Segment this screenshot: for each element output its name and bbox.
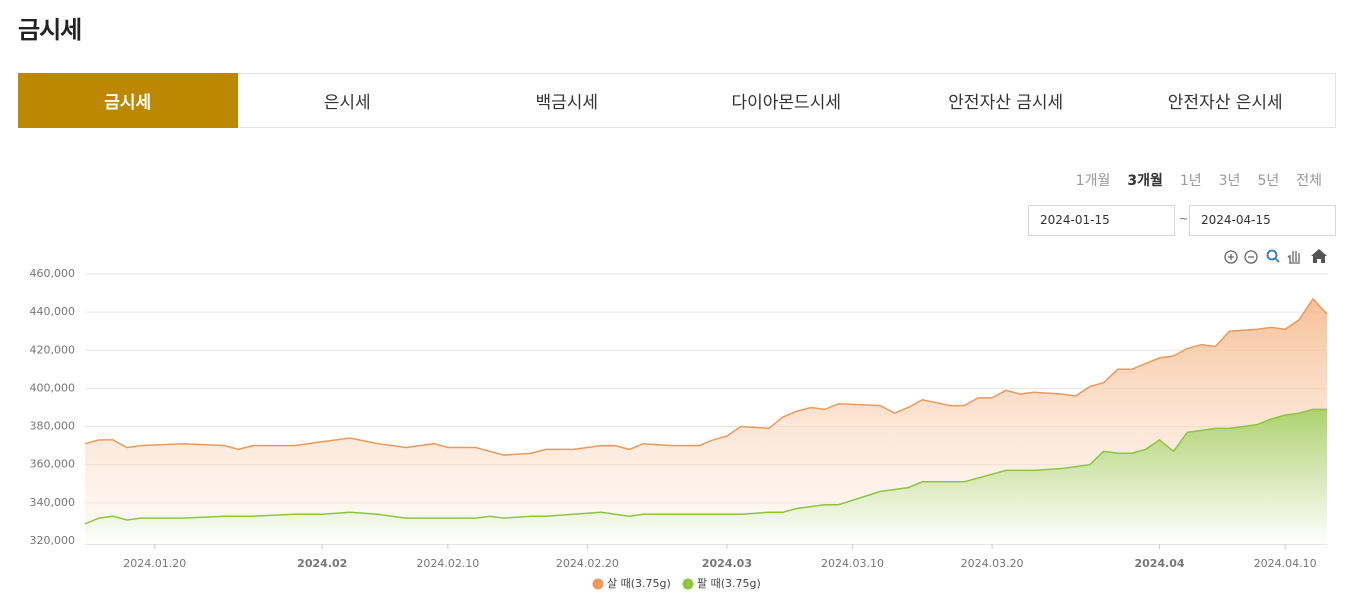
area-line — [84, 408, 1327, 525]
y-tick-label: 320,000 — [30, 534, 76, 547]
zoom-select-button[interactable] — [1266, 249, 1280, 263]
y-tick-label: 400,000 — [30, 381, 76, 394]
start-date-input[interactable]: 2024-01-15 — [1028, 205, 1175, 236]
area-fill — [85, 409, 1327, 544]
legend-label: 팔 때(3.75g) — [697, 577, 761, 590]
legend-swatch — [682, 578, 694, 590]
x-tick-label: 2024.01.20 — [123, 557, 186, 570]
legend: 살 때(3.75g) 팔 때(3.75g) — [592, 577, 761, 590]
y-tick-label: 380,000 — [30, 420, 76, 433]
zoom-in-button[interactable] — [1224, 250, 1238, 264]
period-button[interactable]: 1년 — [1179, 173, 1202, 189]
tab[interactable]: 안전자산 은시세 — [1167, 93, 1283, 113]
legend-label: 살 때(3.75g) — [607, 577, 671, 590]
period-selector: 1개월 3개월 1년 3년 5년 전체 — [1076, 170, 1322, 190]
x-tick-label: 2024.02.20 — [556, 557, 619, 570]
x-tick-label: 2024.03.20 — [961, 557, 1024, 570]
period-button[interactable]: 1개월 — [1075, 173, 1111, 189]
date-separator: ~ — [1179, 212, 1189, 225]
tab[interactable]: 금시세 — [18, 73, 238, 128]
period-button[interactable]: 3개월 — [1127, 173, 1163, 189]
y-tick-label: 460,000 — [30, 267, 76, 280]
y-tick-label: 360,000 — [30, 458, 76, 471]
chart-toolbar — [1224, 249, 1327, 264]
tab-bar: 금시세 은시세 백금시세 다이아몬드시세 안전자산 금시세 안전자산 은시세 — [18, 73, 1336, 128]
x-tick-label: 2024.02 — [297, 557, 347, 570]
x-tick-label: 2024.04.10 — [1254, 557, 1317, 570]
y-tick-label: 420,000 — [30, 343, 76, 356]
x-tick-label: 2024.03 — [702, 557, 752, 570]
period-button[interactable]: 5년 — [1257, 173, 1280, 189]
x-tick-label: 2024.03.10 — [821, 557, 884, 570]
reset-button[interactable] — [1311, 249, 1327, 263]
tab[interactable]: 안전자산 금시세 — [948, 93, 1064, 113]
tab[interactable]: 백금시세 — [535, 93, 599, 113]
period-button[interactable]: 전체 — [1296, 173, 1322, 189]
x-tick-label: 2024.02.10 — [416, 557, 479, 570]
page-title: 금시세 — [18, 16, 82, 44]
tab[interactable]: 다이아몬드시세 — [731, 93, 841, 113]
tab[interactable]: 은시세 — [323, 93, 371, 113]
y-tick-label: 340,000 — [30, 496, 76, 509]
zoom-out-button[interactable] — [1244, 250, 1258, 264]
y-tick-label: 440,000 — [30, 305, 76, 318]
end-date-input[interactable]: 2024-04-15 — [1189, 205, 1336, 236]
x-tick-label: 2024.04 — [1134, 557, 1184, 570]
period-button[interactable]: 3년 — [1218, 173, 1241, 189]
legend-swatch — [592, 578, 604, 590]
area-line — [84, 297, 1328, 456]
pan-button[interactable] — [1287, 251, 1300, 264]
